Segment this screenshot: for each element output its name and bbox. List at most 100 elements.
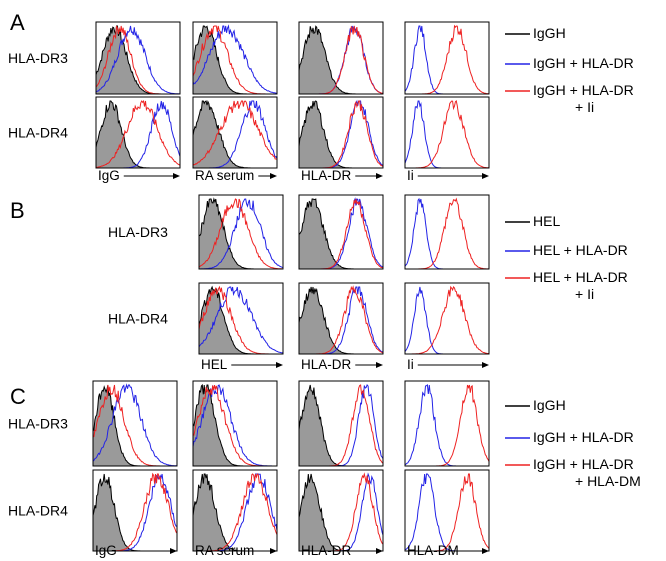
histogram-frame (404, 194, 490, 270)
histogram (198, 282, 284, 355)
legend-label: HEL (533, 213, 560, 229)
histogram (404, 282, 490, 355)
histogram-curves (199, 197, 283, 269)
blue-histogram-line (299, 197, 383, 269)
histogram (95, 21, 181, 95)
histogram-curves (96, 25, 180, 94)
histogram-frame (404, 380, 490, 467)
red-histogram-line (405, 24, 489, 94)
red-histogram-line (299, 384, 383, 466)
histogram-frame (198, 282, 284, 355)
histogram-frame (404, 96, 490, 169)
control-histogram-filled (199, 285, 283, 354)
row-label: HLA-DR4 (108, 311, 168, 327)
axis-arrow-head (276, 362, 283, 368)
histogram-frame (404, 469, 490, 552)
histogram-curves (405, 473, 489, 551)
legend-label: IgGH (533, 25, 566, 41)
blue-histogram-line (199, 286, 283, 354)
histogram-curves (405, 197, 489, 269)
histogram-curves (405, 285, 489, 354)
red-histogram-line (93, 384, 177, 466)
control-histogram-filled (299, 100, 383, 168)
red-histogram-line (96, 99, 180, 168)
blue-histogram-line (405, 473, 489, 551)
axis-arrow (462, 548, 489, 554)
control-histogram-filled (299, 25, 383, 94)
axis-arrow-head (376, 548, 383, 554)
axis-arrow-head (270, 173, 277, 179)
histogram (192, 21, 278, 95)
legend-label: IgGH + HLA-DR (533, 429, 634, 445)
histogram-frame (298, 194, 384, 270)
blue-histogram-line (93, 383, 177, 466)
x-axis-label: Ii (407, 357, 414, 372)
blue-histogram-line (405, 100, 489, 168)
axis-arrow (417, 362, 489, 368)
histogram-curves (96, 99, 180, 168)
control-histogram-filled (193, 100, 277, 168)
histogram-frame (298, 282, 384, 355)
histogram (404, 469, 490, 552)
histogram-curves (299, 197, 383, 269)
histogram-curves (299, 472, 383, 551)
legend-label: IgGH + HLA-DR (533, 55, 634, 71)
blue-histogram-line (199, 198, 283, 269)
histogram-curves (405, 24, 489, 94)
x-axis-label: IgG (98, 168, 120, 183)
histogram-curves (199, 285, 283, 354)
histogram (404, 21, 490, 95)
blue-histogram-line (193, 24, 277, 94)
axis-arrow-head (173, 173, 180, 179)
axis-arrow (120, 548, 177, 554)
histogram-frame (404, 282, 490, 355)
blue-histogram-line (299, 286, 383, 354)
histogram-curves (193, 473, 277, 551)
histogram (404, 380, 490, 467)
histogram-frame (298, 21, 384, 95)
red-histogram-line (96, 25, 180, 94)
blue-histogram-line (405, 286, 489, 354)
histogram (298, 96, 384, 169)
axis-arrow-head (482, 362, 489, 368)
panel-letter: C (10, 384, 26, 409)
histogram-frame (198, 194, 284, 270)
blue-histogram-line (96, 25, 180, 94)
control-histogram-filled (96, 25, 180, 94)
x-axis-label: HLA-DM (407, 543, 459, 558)
histogram-curves (93, 472, 177, 551)
histogram-curves (299, 25, 383, 94)
panel-c: C HLA-DR3 HLA-DR4 IgG RA serum HLA-DR HLA-DM Ig… (8, 380, 641, 558)
histogram (192, 380, 278, 467)
axis-arrow-head (482, 173, 489, 179)
legend-label: HEL + HLA-DR (533, 269, 628, 285)
control-histogram-filled (199, 197, 283, 269)
control-histogram-filled (299, 384, 383, 466)
axis-arrow (417, 173, 489, 179)
panel-letter: B (10, 198, 25, 223)
histogram (298, 469, 384, 552)
legend-label: + Ii (575, 99, 594, 115)
histogram (92, 380, 178, 467)
panel-b: B HLA-DR3 HLA-DR4 HEL HLA-DR Ii HEL HEL + HLA-D… (10, 194, 628, 372)
histogram-frame (95, 21, 181, 95)
histogram (95, 96, 181, 169)
histogram-frame (298, 469, 384, 552)
histogram (198, 194, 284, 270)
axis-arrow-head (482, 548, 489, 554)
red-histogram-line (405, 473, 489, 551)
blue-histogram-line (405, 197, 489, 269)
blue-histogram-line (299, 99, 383, 168)
histogram-curves (299, 99, 383, 168)
legend-label: HEL + HLA-DR (533, 242, 628, 258)
histogram (92, 469, 178, 552)
x-axis-label: RA serum (195, 543, 254, 558)
axis-arrow-head (376, 173, 383, 179)
x-axis-label: IgG (95, 543, 117, 558)
histogram-frame (298, 96, 384, 169)
red-histogram-line (299, 100, 383, 168)
axis-arrow-head (270, 548, 277, 554)
